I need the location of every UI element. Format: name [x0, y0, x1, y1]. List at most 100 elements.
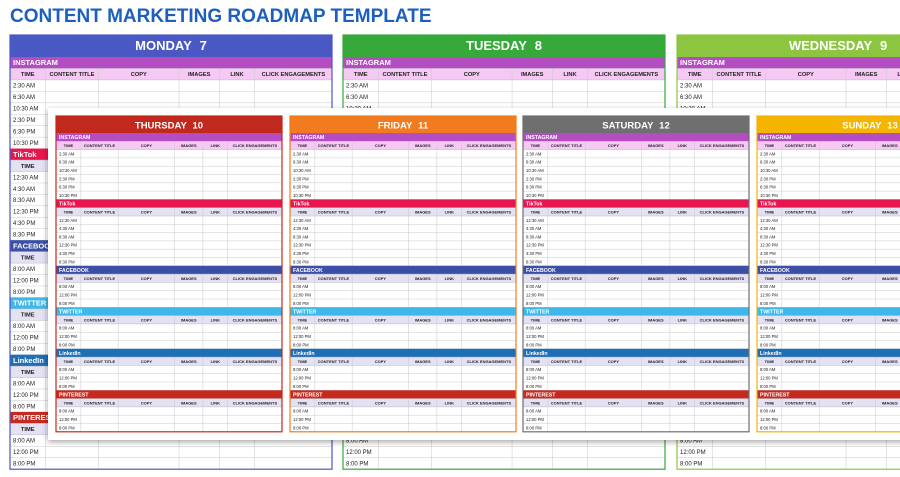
page-title: CONTENT MARKETING ROADMAP TEMPLATE — [10, 6, 432, 27]
time-cell: 12:00 PM — [13, 336, 39, 342]
column-header: LINK — [445, 400, 454, 405]
column-header: COPY — [375, 209, 387, 214]
time-cell: 8:00 AM — [293, 284, 309, 289]
column-header: COPY — [141, 317, 153, 322]
time-cell: 4:30 AM — [293, 226, 309, 231]
day-name: SUNDAY — [842, 120, 882, 131]
day-name: WEDNESDAY — [789, 38, 873, 53]
time-cell: 10:30 PM — [526, 193, 544, 198]
column-header-row — [756, 398, 900, 408]
time-cell: 12:00 PM — [760, 375, 778, 380]
column-header: CLICK ENGAGEMENTS — [700, 276, 745, 281]
section-header — [290, 265, 516, 275]
section-header — [523, 133, 749, 142]
column-header: CONTENT TITLE — [318, 209, 350, 214]
time-cell: 8:00 AM — [293, 409, 309, 414]
time-cell: 8:00 AM — [13, 267, 35, 273]
column-header: COPY — [375, 143, 387, 148]
time-cell: 12:30 PM — [293, 243, 311, 248]
day-header — [56, 116, 282, 133]
section-name: PINTEREST — [13, 413, 56, 422]
section-name: TikTok — [760, 201, 777, 207]
day-header — [10, 35, 332, 57]
day-date: 9 — [880, 38, 887, 53]
time-cell: 12:00 PM — [59, 417, 77, 422]
day-date: 11 — [418, 120, 429, 131]
column-header: IMAGES — [415, 359, 431, 364]
time-cell: 4:30 PM — [59, 251, 75, 256]
day-header — [757, 116, 900, 133]
time-cell: 12:30 PM — [760, 243, 778, 248]
time-cell: 6:30 AM — [13, 95, 35, 101]
column-header: TIME — [64, 317, 74, 322]
column-header: IMAGES — [648, 400, 664, 405]
section-header — [290, 390, 516, 399]
column-header: COPY — [608, 276, 620, 281]
column-header: CLICK ENGAGEMENTS — [467, 276, 512, 281]
column-header: CONTENT TITLE — [551, 359, 583, 364]
time-cell: 8:00 PM — [293, 342, 309, 347]
time-cell: 10:30 PM — [59, 193, 77, 198]
section-name: LinkedIn — [13, 356, 44, 365]
section-name: LinkedIn — [59, 351, 81, 357]
time-cell: 6:30 PM — [293, 185, 309, 190]
section-name: TWITTER — [59, 309, 83, 315]
column-header: CONTENT TITLE — [785, 209, 817, 214]
column-header: TIME — [765, 143, 775, 148]
time-cell: 8:00 PM — [346, 462, 368, 468]
column-header: TIME — [298, 400, 308, 405]
section-header — [757, 265, 900, 275]
section-header — [757, 133, 900, 142]
column-header: IMAGES — [181, 209, 197, 214]
column-header: CLICK ENGAGEMENTS — [700, 400, 745, 405]
section-header — [523, 199, 749, 208]
section-name: PINTEREST — [59, 392, 89, 398]
column-header: TIME — [531, 359, 541, 364]
time-cell: 12:30 AM — [760, 218, 778, 223]
column-header: TIME — [21, 427, 35, 433]
column-header: COPY — [141, 209, 153, 214]
section-header — [10, 57, 332, 69]
column-header: CONTENT TITLE — [785, 400, 817, 405]
column-header: COPY — [464, 72, 480, 78]
time-cell: 8:00 AM — [346, 439, 368, 445]
column-header: CLICK ENGAGEMENTS — [700, 317, 745, 322]
column-header: IMAGES — [181, 143, 197, 148]
time-cell: 2:30 AM — [13, 84, 35, 90]
day-date: 7 — [200, 38, 207, 53]
column-header: TIME — [298, 209, 308, 214]
time-cell: 8:00 PM — [13, 404, 35, 410]
column-header-row — [756, 207, 900, 217]
column-header: CONTENT TITLE — [785, 143, 817, 148]
time-cell: 4:30 PM — [13, 221, 35, 227]
section-header — [56, 265, 282, 275]
time-cell: 8:30 AM — [293, 234, 309, 239]
column-header: IMAGES — [855, 72, 878, 78]
section-header — [290, 348, 516, 358]
day-name: FRIDAY — [378, 120, 413, 131]
column-header: COPY — [375, 359, 387, 364]
column-header: CONTENT TITLE — [551, 317, 583, 322]
section-name: TWITTER — [13, 299, 47, 308]
column-header: TIME — [298, 359, 308, 364]
column-header: CLICK ENGAGEMENTS — [467, 317, 512, 322]
column-header: TIME — [21, 255, 35, 261]
section-name: INSTAGRAM — [13, 58, 58, 67]
panel-border — [55, 115, 283, 433]
time-cell: 8:00 AM — [680, 439, 702, 445]
day-name: MONDAY — [135, 38, 192, 53]
day-date: 8 — [535, 38, 542, 53]
section-name: INSTAGRAM — [293, 135, 325, 141]
day-name: THURSDAY — [135, 120, 188, 131]
section-header — [56, 133, 282, 142]
day-title: MONDAY 7 — [135, 38, 207, 53]
time-cell: 12:00 PM — [59, 292, 77, 297]
section-header — [757, 307, 900, 316]
time-cell: 2:30 AM — [526, 151, 542, 156]
column-header: COPY — [842, 400, 854, 405]
column-header: COPY — [842, 276, 854, 281]
column-header: COPY — [375, 276, 387, 281]
time-cell: 8:30 AM — [59, 234, 75, 239]
column-header: COPY — [608, 359, 620, 364]
